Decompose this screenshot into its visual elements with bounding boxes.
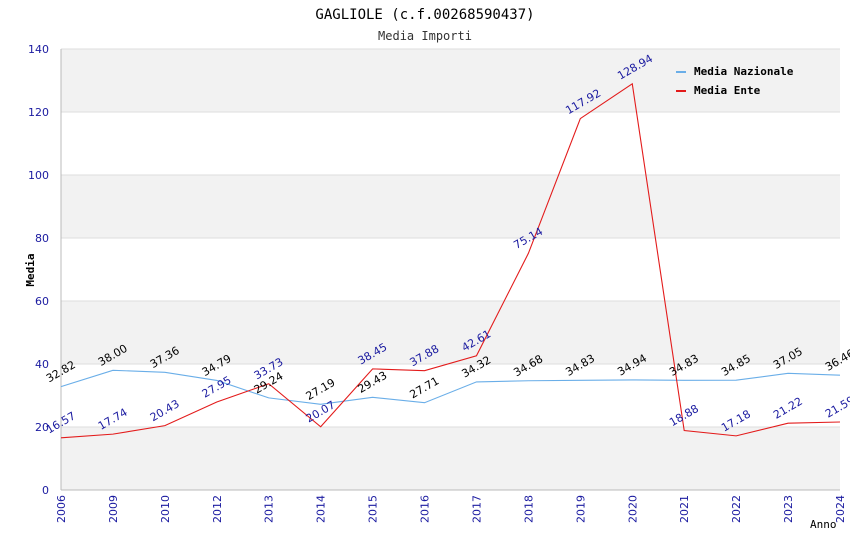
x-tick-label: 2006 bbox=[55, 495, 68, 523]
series-line-media-nazionale bbox=[60, 369, 841, 405]
y-tick-label: 40 bbox=[35, 358, 49, 371]
series-lines bbox=[60, 82, 841, 439]
x-tick-labels: 2006 2009 2010 2012 2013 2014 2015 2016 2017 2018… bbox=[55, 495, 847, 523]
grid-bands bbox=[61, 49, 840, 490]
x-tick-label: 2014 bbox=[315, 495, 328, 523]
x-tick-label: 2019 bbox=[574, 495, 587, 523]
data-label: 27.71 bbox=[408, 374, 442, 401]
chart-title: GAGLIOLE (c.f.00268590437) bbox=[315, 7, 534, 23]
data-label: 29.43 bbox=[356, 369, 390, 396]
x-tick-label: 2017 bbox=[470, 495, 483, 523]
x-axis-label: Anno bbox=[810, 518, 837, 531]
x-tick-label: 2022 bbox=[730, 495, 743, 523]
data-label: 21.59 bbox=[823, 394, 850, 421]
x-tick-label: 2016 bbox=[419, 495, 432, 523]
x-tick-label: 2012 bbox=[211, 495, 224, 523]
y-tick-label: 140 bbox=[28, 43, 49, 56]
y-tick-label: 80 bbox=[35, 232, 49, 245]
y-tick-label: 60 bbox=[35, 295, 49, 308]
x-tick-label: 2009 bbox=[107, 495, 120, 523]
grid-band bbox=[61, 301, 840, 364]
y-tick-label: 20 bbox=[35, 421, 49, 434]
grid-band bbox=[61, 175, 840, 238]
y-tick-label: 100 bbox=[28, 169, 49, 182]
x-tick-label: 2015 bbox=[367, 495, 380, 523]
y-tick-label: 120 bbox=[28, 106, 49, 119]
axes bbox=[60, 49, 840, 491]
legend-label: Media Nazionale bbox=[694, 65, 794, 78]
legend: Media Nazionale Media Ente bbox=[676, 65, 794, 97]
data-label: 27.19 bbox=[304, 376, 338, 403]
data-label: 21.22 bbox=[771, 395, 805, 422]
x-tick-label: 2013 bbox=[263, 495, 276, 523]
series-line-media-ente bbox=[60, 82, 841, 439]
x-tick-label: 2020 bbox=[626, 495, 639, 523]
x-tick-label: 2021 bbox=[678, 495, 691, 523]
grid-band bbox=[61, 49, 840, 112]
y-axis-label: Media bbox=[24, 253, 37, 286]
x-tick-label: 2024 bbox=[834, 495, 847, 523]
grid-band bbox=[61, 427, 840, 490]
y-tick-labels: 0 20 40 60 80 100 120 140 bbox=[28, 43, 49, 497]
x-tick-label: 2010 bbox=[159, 495, 172, 523]
chart-subtitle: Media Importi bbox=[378, 29, 472, 43]
x-tick-label: 2018 bbox=[522, 495, 535, 523]
x-tick-label: 2023 bbox=[782, 495, 795, 523]
legend-label: Media Ente bbox=[694, 84, 761, 97]
data-label: 18.88 bbox=[667, 402, 701, 429]
y-tick-label: 0 bbox=[42, 484, 49, 497]
